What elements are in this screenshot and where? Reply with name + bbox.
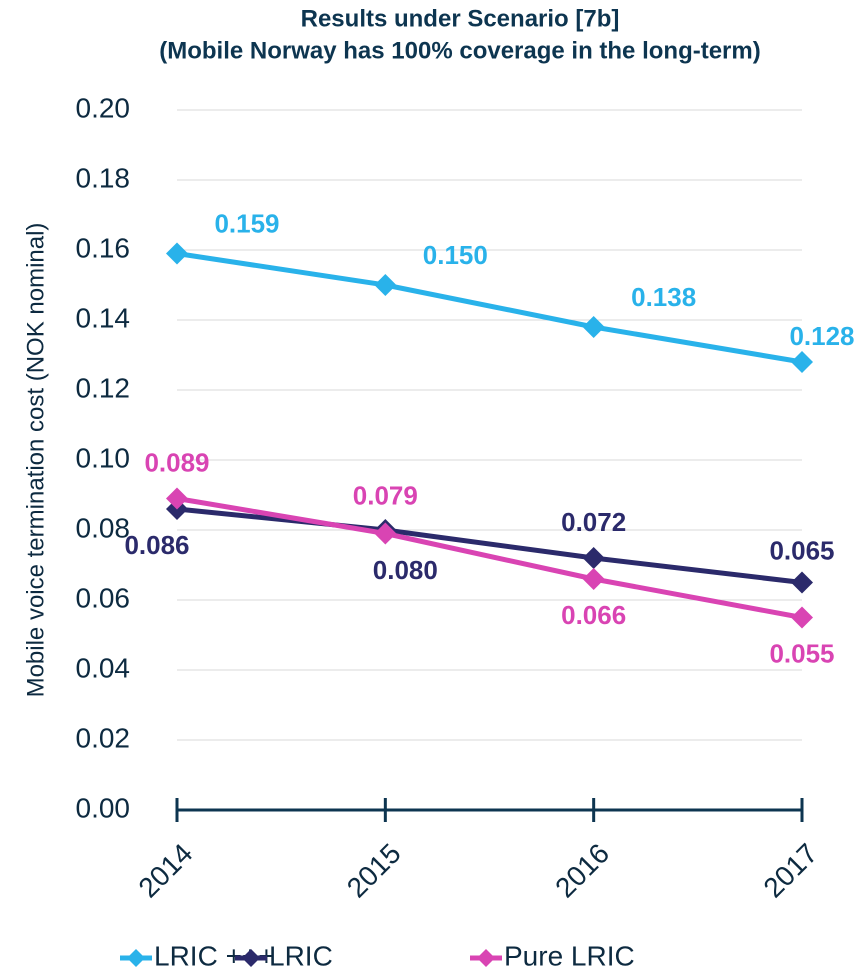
y-tick-label: 0.00 xyxy=(76,792,131,823)
y-tick-label: 0.16 xyxy=(76,232,131,263)
point-marker xyxy=(582,568,605,590)
data-label: 0.066 xyxy=(561,600,626,630)
x-tick-label: 2015 xyxy=(341,838,407,904)
chart-subtitle: (Mobile Norway has 100% coverage in the … xyxy=(159,37,760,64)
legend-label: LRIC xyxy=(269,940,333,971)
point-marker xyxy=(374,274,397,296)
x-tick-label: 2016 xyxy=(549,838,615,904)
data-label: 0.072 xyxy=(561,507,626,537)
point-marker xyxy=(166,242,188,265)
point-marker xyxy=(791,571,813,594)
y-tick-label: 0.02 xyxy=(76,722,131,753)
point-marker xyxy=(582,316,605,338)
legend-marker xyxy=(127,949,145,967)
series-line xyxy=(176,251,803,365)
chart-title: Results under Scenario [7b] xyxy=(301,5,620,32)
x-tick-label: 2017 xyxy=(757,838,823,904)
data-label: 0.159 xyxy=(214,208,279,238)
series-line xyxy=(176,506,803,585)
data-label: 0.065 xyxy=(769,535,834,565)
data-label: 0.128 xyxy=(789,321,854,351)
x-tick-label: 2014 xyxy=(132,838,198,904)
data-label: 0.086 xyxy=(124,530,189,560)
y-tick-label: 0.08 xyxy=(76,512,131,543)
legend-marker xyxy=(477,949,495,967)
legend-label: Pure LRIC xyxy=(504,940,635,971)
data-label: 0.138 xyxy=(631,282,696,312)
data-label: 0.150 xyxy=(423,240,488,270)
point-marker xyxy=(791,351,813,373)
data-label: 0.080 xyxy=(373,555,438,585)
y-axis-label: Mobile voice termination cost (NOK nomin… xyxy=(22,223,49,698)
data-label: 0.079 xyxy=(353,480,418,510)
y-tick-label: 0.14 xyxy=(76,302,131,333)
point-marker xyxy=(374,522,397,545)
y-tick-label: 0.18 xyxy=(76,162,131,193)
y-tick-label: 0.06 xyxy=(76,582,131,613)
data-label: 0.055 xyxy=(769,638,834,668)
y-tick-label: 0.12 xyxy=(76,372,131,403)
point-marker xyxy=(582,547,605,569)
series-line xyxy=(176,496,803,620)
legend-marker xyxy=(242,949,260,967)
point-marker xyxy=(166,487,188,510)
data-label: 0.089 xyxy=(144,447,209,477)
y-tick-label: 0.20 xyxy=(76,92,131,123)
y-tick-label: 0.04 xyxy=(76,652,131,683)
point-marker xyxy=(791,606,813,629)
y-tick-label: 0.10 xyxy=(76,442,131,473)
